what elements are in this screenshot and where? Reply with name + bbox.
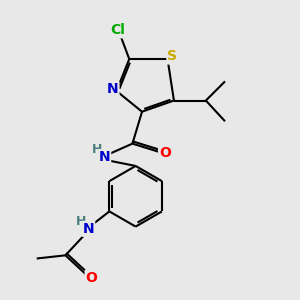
Text: N: N <box>107 82 118 96</box>
Text: Cl: Cl <box>111 23 125 37</box>
Text: H: H <box>92 143 102 156</box>
Text: H: H <box>76 215 87 228</box>
Text: S: S <box>167 50 177 64</box>
Text: O: O <box>86 271 98 285</box>
Text: N: N <box>98 150 110 164</box>
Text: O: O <box>159 146 171 160</box>
Text: N: N <box>82 222 94 236</box>
